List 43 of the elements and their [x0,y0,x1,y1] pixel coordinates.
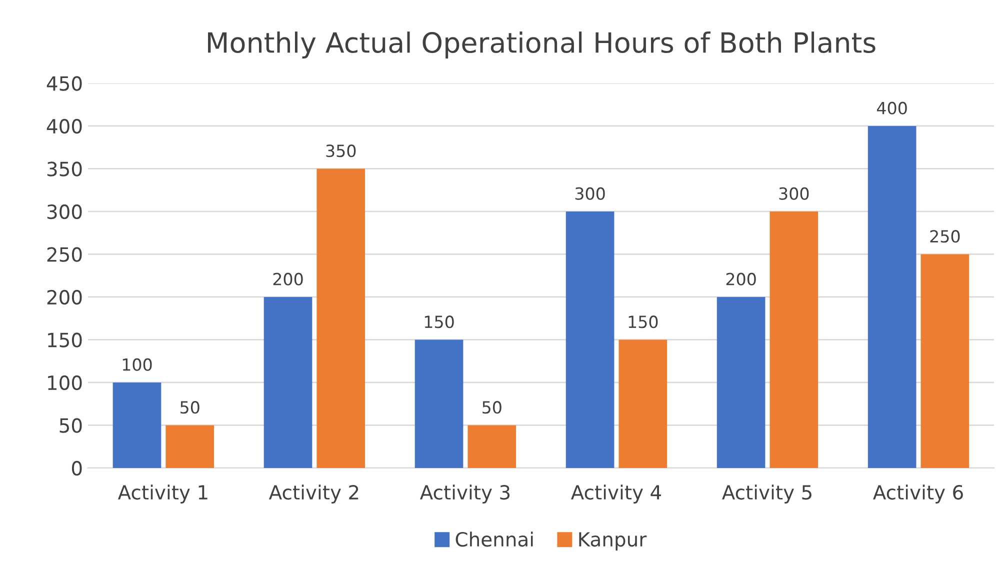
bar [920,254,970,468]
legend-label: Kanpur [579,532,647,550]
bar [618,340,668,468]
y-tick-label: 350 [47,162,82,176]
data-label: 350 [326,144,356,158]
bar [166,425,214,468]
data-label: 150 [424,316,454,328]
x-tick-label: Activity 1 [118,484,208,504]
y-tick-label: 200 [47,290,82,305]
data-label: 100 [122,358,152,371]
y-tick-label: 300 [47,204,82,220]
y-tick-label: 150 [48,332,82,348]
x-tick-label: Activity 6 [873,484,963,504]
x-tick-label: Activity 2 [268,484,358,504]
data-label: 150 [628,316,658,328]
data-label: 200 [273,272,303,286]
bar [112,382,162,468]
data-label: 400 [876,102,907,114]
legend-label: Chennai [456,532,533,547]
y-tick-label: 50 [60,418,82,433]
y-tick-label: 450 [46,76,82,91]
bar [264,296,312,468]
data-label: 50 [180,401,200,414]
y-tick-label: 400 [46,118,82,134]
x-tick-label: Activity 4 [570,484,662,504]
data-label: 250 [930,230,960,243]
bar [868,126,916,468]
bar [316,168,366,468]
data-label: 300 [779,187,809,200]
data-label: 300 [575,187,605,200]
y-tick-label: 0 [72,460,82,476]
bar [566,211,614,468]
x-tick-label: Activity 3 [420,484,510,504]
chart-title: Monthly Actual Operational Hours of Both Plants [208,32,876,58]
bar [468,425,516,468]
data-label: 200 [726,272,756,286]
data-label: 50 [482,401,502,414]
bar [770,211,818,468]
x-tick-label: Activity 5 [722,484,812,504]
bar [716,296,766,468]
bar [414,340,464,468]
y-tick-label: 100 [48,375,82,390]
y-tick-label: 250 [47,247,82,262]
